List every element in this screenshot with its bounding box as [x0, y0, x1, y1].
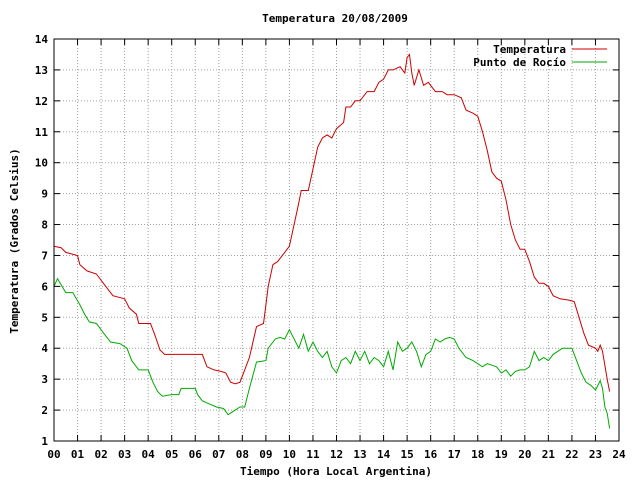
x-tick-label: 20: [518, 448, 531, 461]
x-tick-label: 02: [94, 448, 107, 461]
axis-ticks: 00 01 02 03 04 05 06 07 08 09 10 11 12 13 14 15 16 17 18 19…: [35, 33, 626, 461]
x-tick-label: 11: [306, 448, 320, 461]
x-tick-label: 12: [330, 448, 343, 461]
x-tick-label: 08: [236, 448, 249, 461]
y-tick-label: 3: [41, 373, 48, 386]
grid: [54, 39, 619, 441]
legend-label: Temperatura: [493, 43, 566, 56]
y-tick-label: 7: [41, 249, 48, 262]
y-axis-label: Temperatura (Grados Celsius): [8, 148, 21, 333]
x-tick-label: 23: [589, 448, 602, 461]
series-line-temperatura: [53, 53, 611, 392]
x-tick-label: 17: [448, 448, 461, 461]
y-tick-label: 4: [41, 342, 48, 355]
y-tick-label: 9: [41, 188, 48, 201]
series-layer: [53, 53, 611, 429]
y-tick-label: 5: [41, 311, 48, 324]
x-tick-label: 10: [283, 448, 296, 461]
y-tick-label: 11: [35, 126, 49, 139]
x-tick-label: 13: [353, 448, 366, 461]
series-line-punto-de-rocio: [53, 277, 611, 429]
x-tick-label: 21: [542, 448, 556, 461]
x-tick-label: 03: [118, 448, 131, 461]
x-tick-label: 05: [165, 448, 178, 461]
y-tick-label: 2: [41, 404, 48, 417]
y-tick-label: 8: [41, 219, 48, 232]
x-tick-label: 24: [612, 448, 626, 461]
legend-label: Punto de Rocío: [473, 56, 566, 69]
x-tick-label: 16: [424, 448, 438, 461]
x-tick-label: 07: [212, 448, 225, 461]
x-tick-label: 19: [495, 448, 508, 461]
x-tick-label: 15: [401, 448, 414, 461]
y-tick-label: 6: [41, 280, 48, 293]
x-tick-label: 04: [142, 448, 156, 461]
y-tick-label: 14: [35, 33, 49, 46]
x-tick-label: 06: [189, 448, 203, 461]
y-tick-label: 12: [35, 95, 48, 108]
x-tick-label: 14: [377, 448, 391, 461]
x-axis-label: Tiempo (Hora Local Argentina): [240, 465, 432, 478]
x-tick-label: 00: [47, 448, 60, 461]
x-tick-label: 01: [71, 448, 85, 461]
y-tick-label: 13: [35, 64, 48, 77]
x-tick-label: 22: [565, 448, 578, 461]
chart-title: Temperatura 20/08/2009: [262, 12, 408, 25]
y-tick-label: 10: [35, 157, 48, 170]
x-tick-label: 09: [259, 448, 272, 461]
x-tick-label: 18: [471, 448, 484, 461]
y-tick-label: 1: [41, 435, 48, 448]
